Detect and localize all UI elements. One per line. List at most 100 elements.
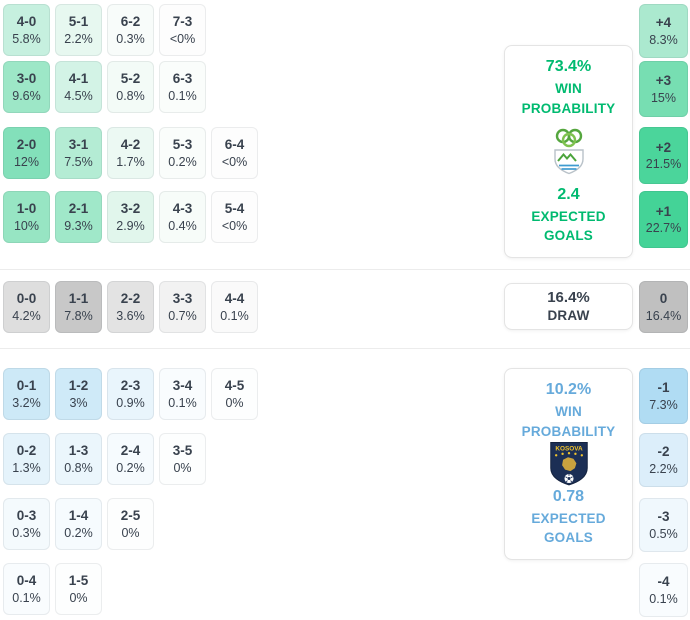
score-label: 2-3	[120, 378, 141, 394]
score-label: 4-5	[224, 378, 245, 394]
score-label: 2-0	[16, 137, 37, 153]
expected-goals-label-line2: GOALS	[543, 530, 593, 546]
probability-label: 0.9%	[116, 395, 145, 410]
expected-goals-label-line1: EXPECTED	[531, 510, 606, 526]
score-cell-1-0: 1-0 10%	[3, 191, 50, 243]
score-cell-4-5: 4-5 0%	[211, 368, 258, 420]
score-cell-7-3: 7-3 <0%	[159, 4, 206, 56]
probability-label: 0.1%	[649, 591, 678, 606]
goal-diff-cell-minus-1: -1 7.3%	[639, 368, 688, 424]
score-cell-2-4: 2-4 0.2%	[107, 433, 154, 485]
goal-diff-label: +4	[655, 15, 672, 31]
score-label: 3-5	[172, 443, 193, 459]
win-probability-value: 73.4%	[545, 58, 592, 75]
score-cell-2-3: 2-3 0.9%	[107, 368, 154, 420]
probability-label: 7.5%	[64, 154, 93, 169]
probability-label: 0.2%	[116, 460, 145, 475]
probability-label: 7.3%	[649, 397, 678, 412]
win-probability-group: 10.2% WIN PROBABILITY	[522, 380, 616, 441]
probability-label: 0.1%	[12, 590, 41, 605]
win-probability-value: 10.2%	[545, 381, 592, 398]
probability-label: <0%	[221, 154, 248, 169]
goal-diff-cell-plus-2: +2 21.5%	[639, 127, 688, 184]
score-cell-0-3: 0-3 0.3%	[3, 498, 50, 550]
probability-label: 22.7%	[645, 221, 682, 236]
section-divider	[0, 269, 690, 270]
score-cell-3-4: 3-4 0.1%	[159, 368, 206, 420]
score-cell-5-1: 5-1 2.2%	[55, 4, 102, 56]
slovenia-crest-icon	[553, 128, 584, 174]
probability-label: 8.3%	[649, 32, 678, 47]
probability-label: 10%	[13, 218, 40, 233]
score-label: 3-2	[120, 201, 141, 217]
probability-label: 0%	[69, 590, 88, 605]
score-cell-0-4: 0-4 0.1%	[3, 563, 50, 615]
probability-label: 3%	[69, 395, 88, 410]
probability-label: 16.4%	[645, 308, 682, 323]
goal-diff-label: -3	[657, 509, 670, 525]
win-probability-label-line2: PROBABILITY	[521, 423, 616, 439]
score-label: 0-0	[16, 291, 37, 307]
score-cell-1-5: 1-5 0%	[55, 563, 102, 615]
score-cell-3-2: 3-2 2.9%	[107, 191, 154, 243]
probability-label: 0.3%	[12, 525, 41, 540]
goal-diff-cell-0: 0 16.4%	[639, 281, 688, 333]
score-cell-1-3: 1-3 0.8%	[55, 433, 102, 485]
home-win-summary-card: 73.4% WIN PROBABILITY 2.4 EXPECTED GOALS	[504, 45, 633, 258]
probability-label: 21.5%	[645, 157, 682, 172]
score-label: 1-4	[68, 508, 89, 524]
score-label: 6-4	[224, 137, 245, 153]
expected-goals-label-line1: EXPECTED	[531, 208, 606, 224]
score-label: 0-4	[16, 573, 37, 589]
probability-label: 2.9%	[116, 218, 145, 233]
goal-diff-label: -4	[657, 574, 670, 590]
score-label: 5-1	[68, 14, 89, 30]
goal-diff-cell-plus-4: +4 8.3%	[639, 4, 688, 58]
away-win-summary-card: 10.2% WIN PROBABILITY KOSOVA 0.78 EXPECT…	[504, 368, 633, 560]
expected-goals-group: 0.78 EXPECTED GOALS	[531, 487, 605, 548]
score-label: 3-4	[172, 378, 193, 394]
score-label: 6-2	[120, 14, 141, 30]
score-label: 2-5	[120, 508, 141, 524]
score-cell-2-1: 2-1 9.3%	[55, 191, 102, 243]
probability-label: 3.2%	[12, 395, 41, 410]
probability-label: 0.2%	[64, 525, 93, 540]
score-cell-2-0: 2-0 12%	[3, 127, 50, 179]
probability-label: 0%	[173, 460, 192, 475]
score-cell-3-1: 3-1 7.5%	[55, 127, 102, 179]
score-cell-0-0: 0-0 4.2%	[3, 281, 50, 333]
score-cell-5-2: 5-2 0.8%	[107, 61, 154, 113]
score-cell-2-2: 2-2 3.6%	[107, 281, 154, 333]
goal-diff-label: +1	[655, 203, 672, 219]
win-probability-label-line1: WIN	[555, 81, 582, 97]
score-label: 0-3	[16, 508, 37, 524]
score-label: 7-3	[172, 14, 193, 30]
draw-probability-value: 16.4%	[547, 288, 590, 306]
probability-label: 7.8%	[64, 308, 93, 323]
score-cell-6-2: 6-2 0.3%	[107, 4, 154, 56]
score-cell-1-2: 1-2 3%	[55, 368, 102, 420]
goal-diff-label: -2	[657, 444, 670, 460]
probability-label: 0.7%	[168, 308, 197, 323]
score-cell-0-1: 0-1 3.2%	[3, 368, 50, 420]
score-cell-1-4: 1-4 0.2%	[55, 498, 102, 550]
score-label: 1-3	[68, 443, 89, 459]
win-probability-group: 73.4% WIN PROBABILITY	[522, 57, 616, 118]
win-probability-label-line2: PROBABILITY	[521, 100, 616, 116]
score-label: 1-5	[68, 573, 89, 589]
score-cell-2-5: 2-5 0%	[107, 498, 154, 550]
score-label: 4-2	[120, 137, 141, 153]
score-label: 0-1	[16, 378, 37, 394]
probability-label: 0.5%	[649, 526, 678, 541]
goal-diff-cell-minus-3: -3 0.5%	[639, 498, 688, 552]
section-divider	[0, 348, 690, 349]
goal-diff-cell-plus-1: +1 22.7%	[639, 191, 688, 248]
score-cell-1-1: 1-1 7.8%	[55, 281, 102, 333]
probability-label: 0.3%	[116, 31, 145, 46]
goal-diff-label: +2	[655, 139, 672, 155]
score-label: 4-1	[68, 71, 89, 87]
score-cell-5-4: 5-4 <0%	[211, 191, 258, 243]
score-label: 4-3	[172, 201, 193, 217]
score-label: 5-3	[172, 137, 193, 153]
